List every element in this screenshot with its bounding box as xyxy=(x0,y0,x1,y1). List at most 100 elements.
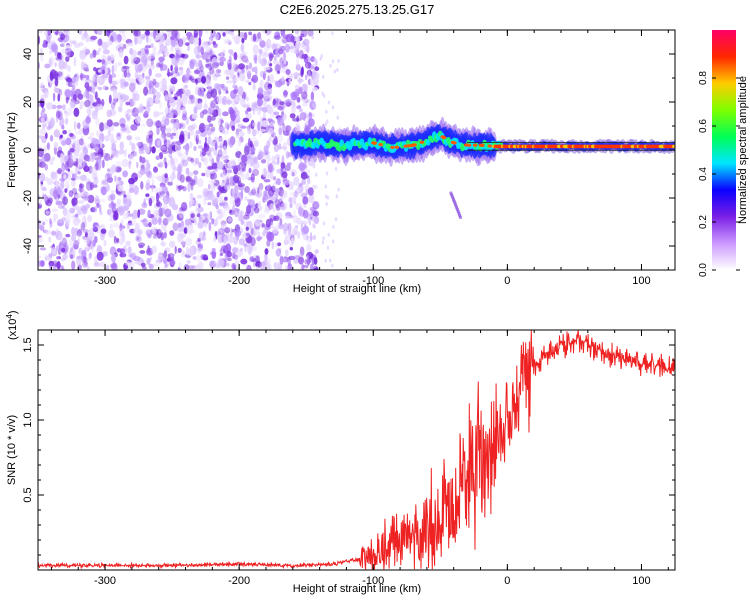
noise-speckle xyxy=(143,110,149,118)
noise-speckle xyxy=(267,75,270,82)
noise-speckle xyxy=(245,109,248,115)
noise-speckle xyxy=(198,203,201,208)
noise-speckle xyxy=(266,79,272,84)
noise-speckle xyxy=(42,123,48,128)
noise-speckle xyxy=(66,213,72,223)
noise-speckle xyxy=(56,188,63,195)
noise-speckle xyxy=(134,37,138,45)
noise-speckle xyxy=(308,196,315,204)
noise-speckle xyxy=(265,30,272,36)
noise-speckle xyxy=(235,134,241,139)
noise-speckle xyxy=(204,142,209,146)
noise-speckle xyxy=(39,173,46,182)
noise-speckle xyxy=(91,246,94,253)
noise-speckle xyxy=(195,54,202,59)
noise-speckle xyxy=(154,186,159,194)
noise-speckle xyxy=(293,48,299,55)
noise-speckle xyxy=(298,206,303,216)
noise-speckle xyxy=(38,158,43,168)
noise-speckle xyxy=(274,198,280,209)
noise-speckle xyxy=(213,235,217,243)
noise-speckle xyxy=(137,38,143,45)
noise-speckle xyxy=(218,154,225,160)
noise-speckle xyxy=(99,151,104,157)
noise-speckle xyxy=(197,249,201,254)
noise-speckle xyxy=(70,40,77,45)
noise-speckle xyxy=(185,32,193,37)
noise-speckle xyxy=(218,137,224,146)
noise-speckle xyxy=(332,224,335,229)
noise-speckle xyxy=(91,166,98,176)
noise-speckle xyxy=(116,180,122,187)
noise-speckle xyxy=(206,86,212,90)
noise-speckle xyxy=(59,178,65,182)
noise-speckle xyxy=(138,34,146,39)
noise-speckle xyxy=(65,180,70,188)
noise-speckle xyxy=(227,257,232,262)
noise-speckle xyxy=(306,213,314,222)
noise-speckle xyxy=(154,176,161,180)
noise-speckle xyxy=(118,48,124,58)
noise-speckle xyxy=(209,48,213,55)
noise-speckle xyxy=(111,64,115,75)
noise-speckle xyxy=(159,182,166,188)
noise-speckle xyxy=(100,198,106,203)
noise-speckle xyxy=(168,144,173,155)
noise-speckle xyxy=(192,161,199,166)
noise-speckle xyxy=(107,129,111,137)
spectrogram-y-axis-label: Frequency (Hz) xyxy=(6,112,18,188)
noise-speckle xyxy=(252,122,258,127)
noise-speckle xyxy=(224,172,231,177)
noise-speckle xyxy=(71,178,76,188)
noise-speckle xyxy=(96,74,101,82)
noise-speckle xyxy=(267,118,273,122)
noise-speckle xyxy=(99,122,105,132)
noise-speckle xyxy=(132,98,136,107)
noise-speckle xyxy=(275,248,282,257)
noise-speckle xyxy=(263,190,268,198)
noise-speckle xyxy=(115,44,123,52)
noise-speckle xyxy=(217,258,225,268)
noise-speckle xyxy=(238,186,244,191)
colorbar: 0.0 0.2 0.4 0.6 0.8 Normalized spectral ampl… xyxy=(698,30,749,277)
noise-speckle xyxy=(283,258,287,263)
noise-speckle xyxy=(148,138,153,147)
noise-speckle xyxy=(306,255,309,260)
noise-speckle xyxy=(62,207,68,216)
noise-speckle xyxy=(194,157,199,165)
noise-speckle xyxy=(83,154,90,162)
noise-speckle xyxy=(164,263,168,269)
noise-speckle xyxy=(207,52,211,62)
noise-speckle xyxy=(159,87,165,93)
noise-speckle xyxy=(224,184,231,191)
noise-speckle xyxy=(83,191,90,201)
noise-speckle xyxy=(294,230,298,236)
noise-speckle xyxy=(197,221,204,229)
noise-speckle xyxy=(286,80,290,87)
noise-speckle xyxy=(238,52,242,63)
noise-speckle xyxy=(244,242,247,253)
noise-speckle xyxy=(134,93,140,102)
noise-speckle xyxy=(123,70,127,78)
noise-speckle xyxy=(170,254,175,258)
noise-speckle xyxy=(232,74,237,85)
noise-speckle xyxy=(268,187,274,197)
noise-speckle xyxy=(231,189,235,195)
noise-speckle xyxy=(289,202,293,209)
noise-speckle xyxy=(158,31,166,37)
noise-speckle xyxy=(104,135,110,142)
noise-speckle xyxy=(181,157,185,163)
noise-speckle xyxy=(297,78,304,83)
noise-speckle xyxy=(206,71,212,81)
noise-speckle xyxy=(313,58,316,63)
noise-speckle xyxy=(150,31,154,37)
noise-speckle xyxy=(208,39,213,46)
noise-speckle xyxy=(44,63,51,69)
noise-speckle xyxy=(292,195,297,205)
noise-speckle xyxy=(260,159,267,164)
noise-speckle xyxy=(307,65,315,70)
noise-speckle xyxy=(229,195,233,206)
noise-speckle xyxy=(229,181,236,187)
noise-speckle xyxy=(159,43,165,53)
noise-speckle xyxy=(262,150,266,159)
